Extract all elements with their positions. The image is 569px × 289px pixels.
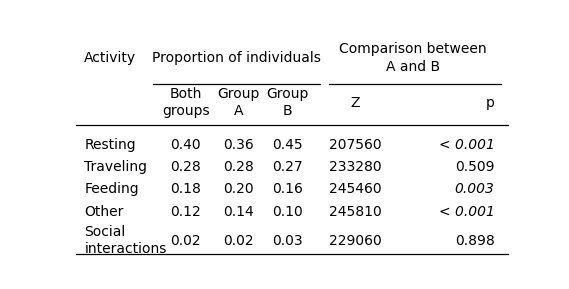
Text: 0.14: 0.14 <box>223 205 254 218</box>
Text: Group
B: Group B <box>266 87 308 118</box>
Text: < 0.001: < 0.001 <box>439 205 494 218</box>
Text: Activity: Activity <box>84 51 137 65</box>
Text: < 0.001: < 0.001 <box>439 138 494 152</box>
Text: 0.509: 0.509 <box>455 160 494 174</box>
Text: 0.10: 0.10 <box>272 205 303 218</box>
Text: Both
groups: Both groups <box>162 87 209 118</box>
Text: 0.12: 0.12 <box>170 205 201 218</box>
Text: 0.27: 0.27 <box>272 160 303 174</box>
Text: 0.36: 0.36 <box>223 138 254 152</box>
Text: 229060: 229060 <box>329 234 382 247</box>
Text: Other: Other <box>84 205 123 218</box>
Text: 0.02: 0.02 <box>171 234 201 247</box>
Text: 0.03: 0.03 <box>272 234 303 247</box>
Text: 0.20: 0.20 <box>224 182 254 196</box>
Text: 0.18: 0.18 <box>170 182 201 196</box>
Text: 0.16: 0.16 <box>272 182 303 196</box>
Text: Traveling: Traveling <box>84 160 147 174</box>
Text: 0.40: 0.40 <box>171 138 201 152</box>
Text: p: p <box>485 96 494 110</box>
Text: Feeding: Feeding <box>84 182 139 196</box>
Text: Z: Z <box>351 96 360 110</box>
Text: 207560: 207560 <box>329 138 382 152</box>
Text: 233280: 233280 <box>329 160 382 174</box>
Text: 245810: 245810 <box>329 205 382 218</box>
Text: Group
A: Group A <box>217 87 260 118</box>
Text: Proportion of individuals: Proportion of individuals <box>152 51 321 65</box>
Text: Social
interactions: Social interactions <box>84 225 167 255</box>
Text: 0.02: 0.02 <box>224 234 254 247</box>
Text: 245460: 245460 <box>329 182 382 196</box>
Text: Comparison between
A and B: Comparison between A and B <box>339 42 486 74</box>
Text: 0.28: 0.28 <box>170 160 201 174</box>
Text: Resting: Resting <box>84 138 136 152</box>
Text: 0.898: 0.898 <box>455 234 494 247</box>
Text: 0.45: 0.45 <box>272 138 303 152</box>
Text: 0.003: 0.003 <box>455 182 494 196</box>
Text: 0.28: 0.28 <box>223 160 254 174</box>
